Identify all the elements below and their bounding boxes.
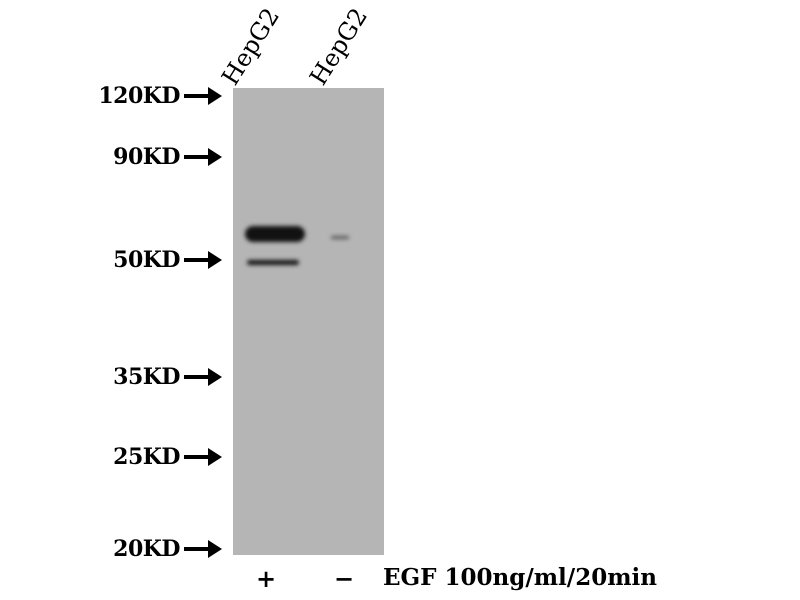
marker-25kd: 25KD: [80, 444, 230, 470]
marker-label: 120KD: [98, 83, 180, 109]
lane-label-2: HepG2: [304, 3, 374, 91]
band-lane1-upper: [245, 226, 305, 242]
marker-label: 35KD: [113, 364, 180, 390]
band-lane1-lower: [247, 260, 299, 265]
lane2-treatment: −: [334, 564, 355, 593]
marker-20kd: 20KD: [80, 536, 230, 562]
arrow-right-icon: [184, 540, 222, 558]
marker-label: 20KD: [113, 536, 180, 562]
arrow-right-icon: [184, 448, 222, 466]
arrow-right-icon: [184, 87, 222, 105]
marker-120kd: 120KD: [80, 83, 230, 109]
lane-label-1: HepG2: [216, 3, 286, 91]
marker-label: 25KD: [113, 444, 180, 470]
marker-label: 90KD: [113, 144, 180, 170]
arrow-right-icon: [184, 148, 222, 166]
band-lane2: [331, 236, 349, 239]
arrow-right-icon: [184, 251, 222, 269]
marker-label: 50KD: [113, 247, 180, 273]
lane1-treatment: +: [256, 564, 277, 593]
marker-35kd: 35KD: [80, 364, 230, 390]
blot-membrane: [233, 88, 384, 555]
marker-90kd: 90KD: [80, 144, 230, 170]
treatment-label: EGF 100ng/ml/20min: [383, 564, 658, 591]
arrow-right-icon: [184, 368, 222, 386]
marker-50kd: 50KD: [80, 247, 230, 273]
